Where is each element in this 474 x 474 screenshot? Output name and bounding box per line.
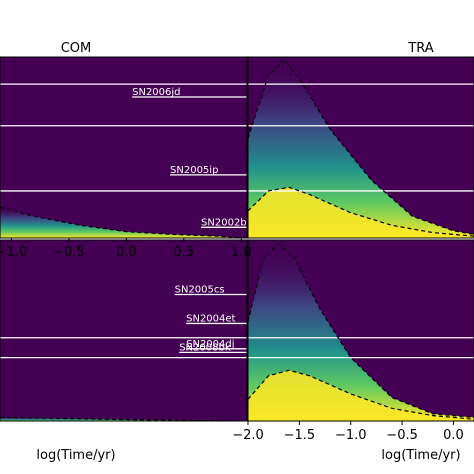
panel-frame xyxy=(247,239,474,422)
density-fill xyxy=(0,417,242,421)
sn-label: SN2005ip xyxy=(170,165,218,176)
xlabel-left: log(Time/yr) xyxy=(36,448,115,463)
sn-label: SN2004dj xyxy=(186,339,234,350)
sn-label: SN2005cs xyxy=(175,284,225,295)
contour-outer xyxy=(0,206,242,238)
x-tick-label: 0.0 xyxy=(116,245,137,260)
sn-label: SN2008bk xyxy=(179,342,231,353)
contour-outer xyxy=(248,242,474,418)
contour-inner xyxy=(248,186,474,237)
contour-outer xyxy=(0,416,242,421)
panel-frame xyxy=(0,56,248,239)
heatmap-background xyxy=(0,57,247,238)
xlabel-right: log(Time/yr) xyxy=(381,448,460,463)
panel-tra-top xyxy=(247,56,474,239)
sn-label: SN2004et xyxy=(186,313,235,324)
panel-frame xyxy=(247,56,474,239)
density-core xyxy=(248,187,474,238)
x-tick-label: −1.0 xyxy=(335,428,367,443)
density-fill xyxy=(0,207,242,238)
density-core xyxy=(248,370,474,421)
panel-title-com: COM xyxy=(61,41,92,56)
heatmap-background xyxy=(0,240,247,421)
panel-frame xyxy=(0,239,248,422)
sn-label: SN2006jd xyxy=(132,87,180,98)
x-tick-label: −2.0 xyxy=(232,428,264,443)
sn-label: SN2002bu xyxy=(201,217,253,228)
x-tick-label: −1.5 xyxy=(284,428,316,443)
panel-tra-bottom xyxy=(247,239,474,422)
x-tick-label: −1.0 xyxy=(0,245,27,260)
x-tick-label: −0.5 xyxy=(386,428,418,443)
contour-outer xyxy=(248,59,474,235)
x-tick-label: 0.5 xyxy=(173,245,194,260)
x-tick-label: 1.0 xyxy=(231,245,252,260)
panel-com-top: SN2006jd SN2005ip SN2002bu xyxy=(0,56,253,239)
contour-inner xyxy=(248,369,474,420)
x-tick-label: 0.0 xyxy=(443,428,464,443)
x-tick-label: −0.5 xyxy=(53,245,85,260)
panel-title-tra: TRA xyxy=(407,41,433,56)
